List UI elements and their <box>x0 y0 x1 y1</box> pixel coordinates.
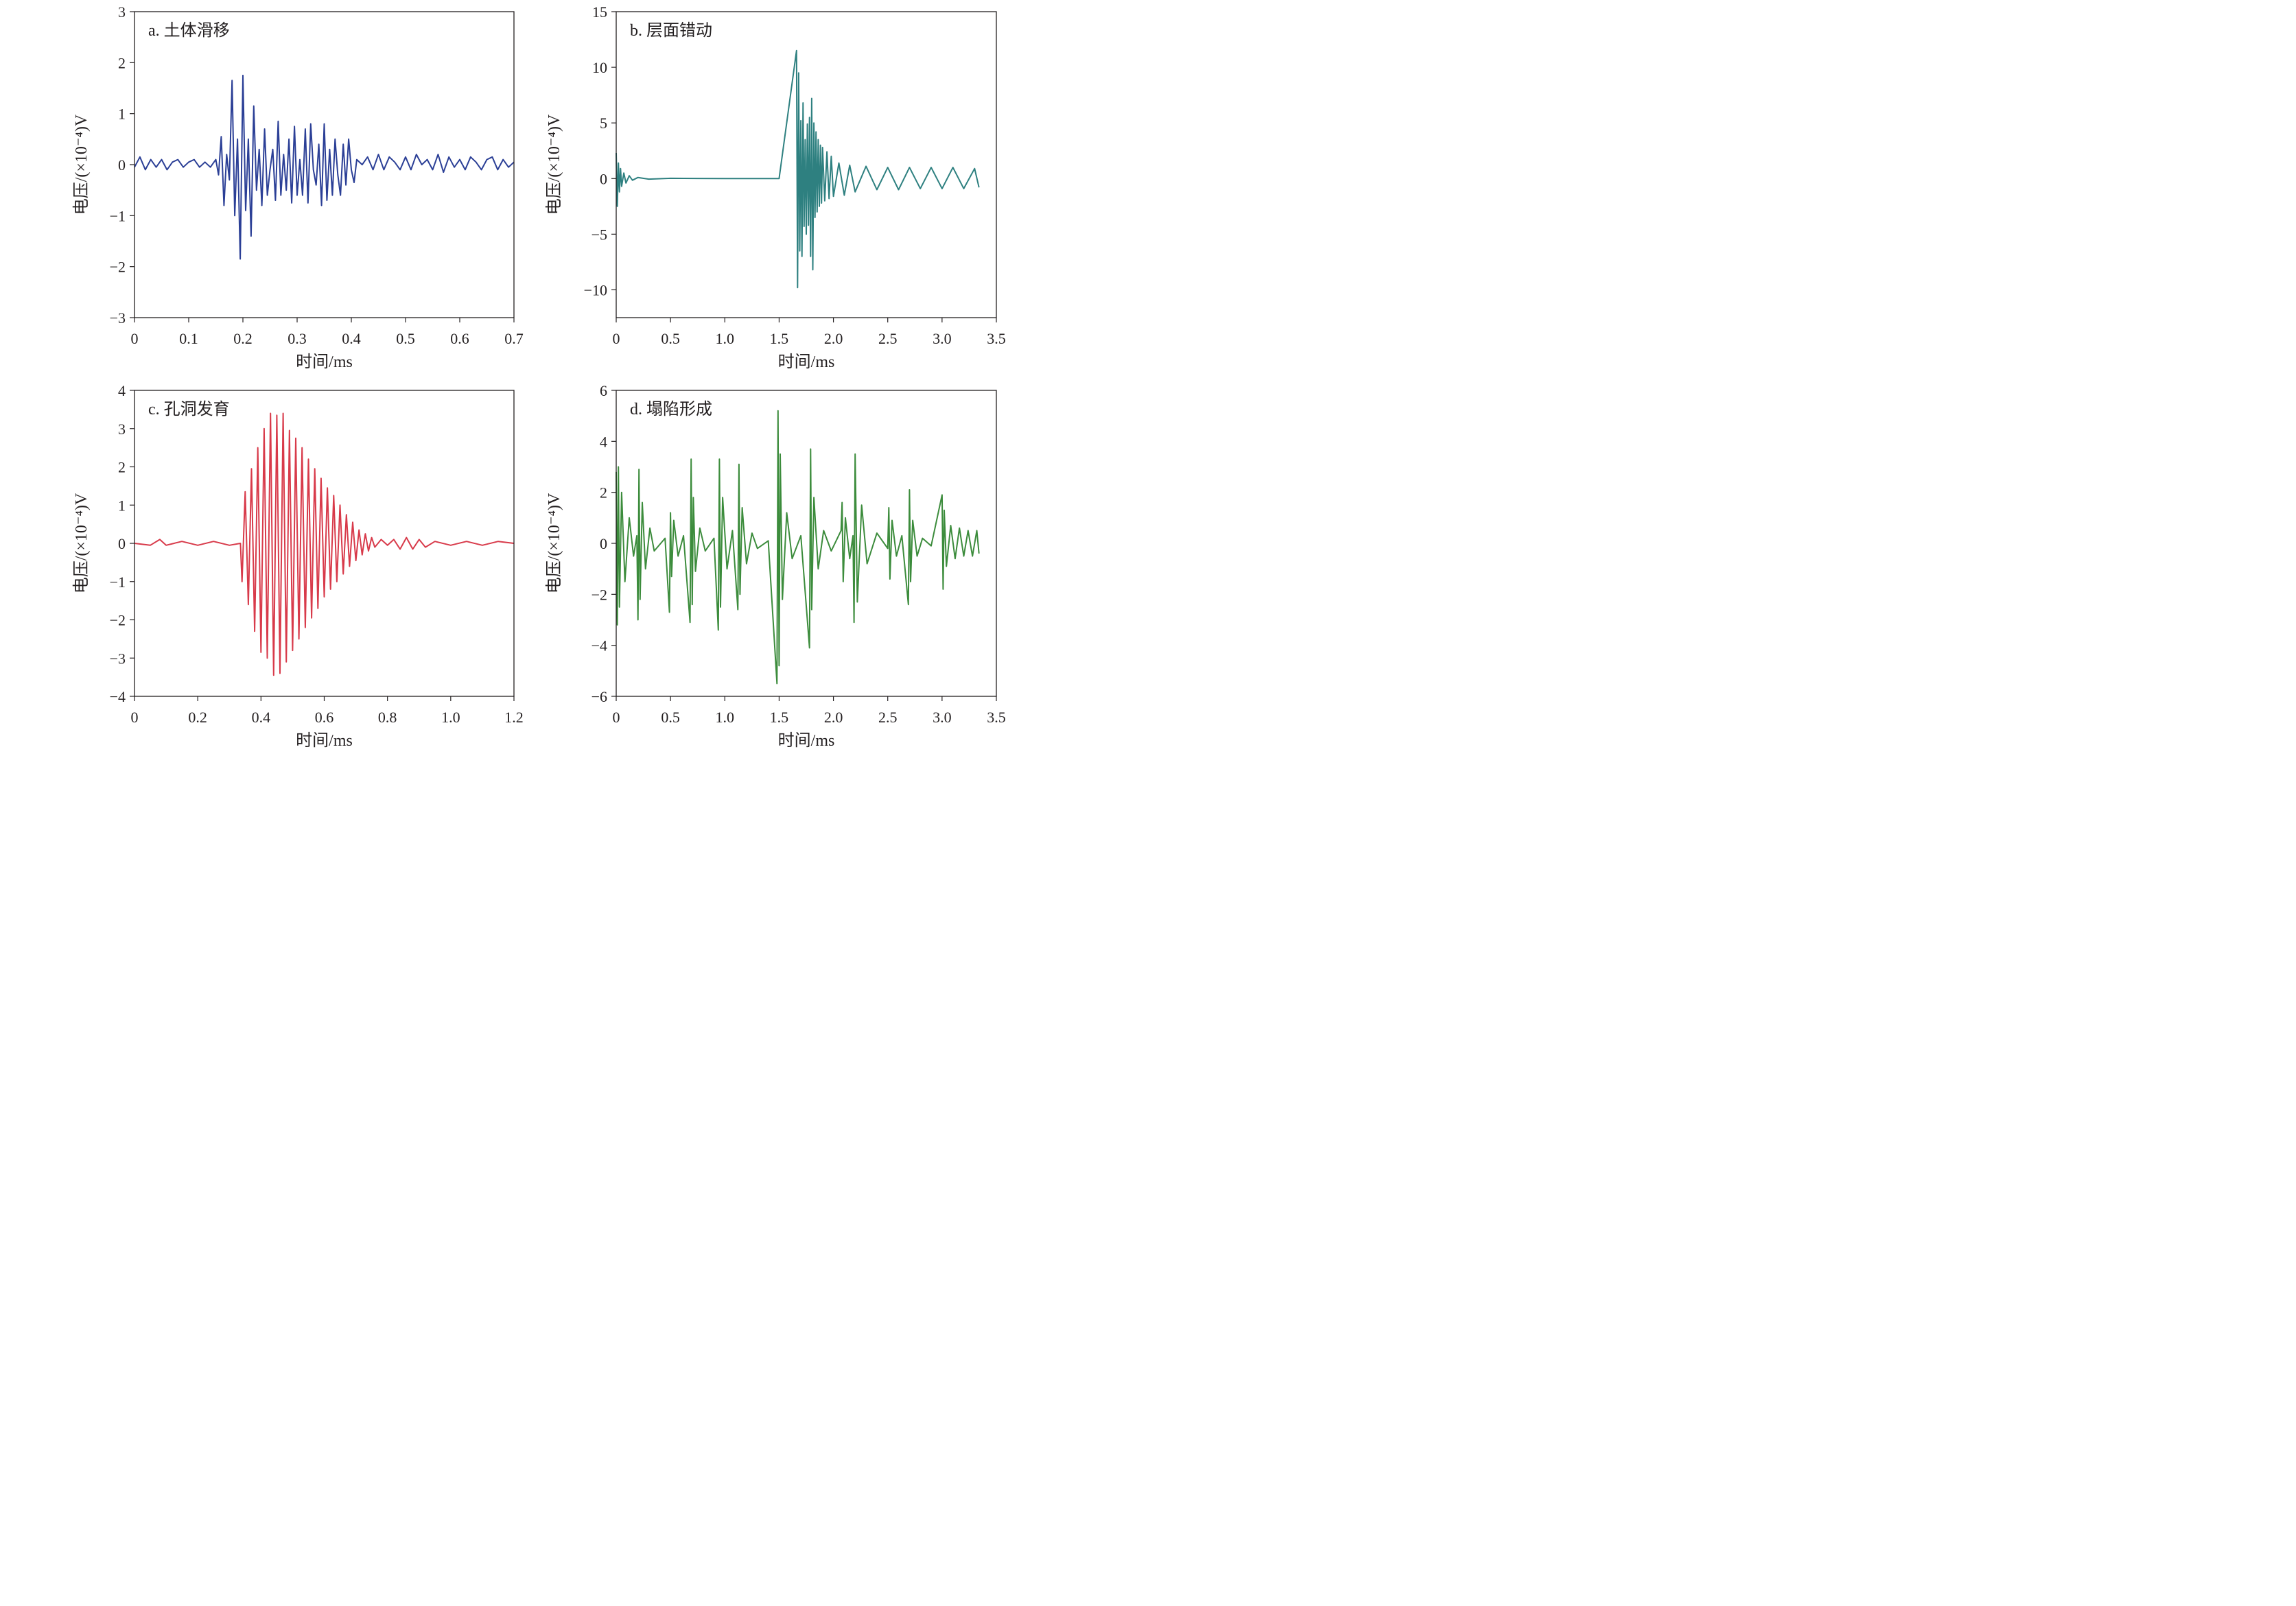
x-tick-label: 0.3 <box>288 330 307 347</box>
x-tick-label: 0.5 <box>396 330 415 347</box>
y-tick-label: 4 <box>118 382 126 399</box>
panel-label: d. 塌陷形成 <box>630 400 712 418</box>
y-tick-label: 0 <box>600 170 607 187</box>
panel-c: 0 0.2 0.4 0.6 0.8 1.0 1.2 −4 −3 −2 −1 0 1 2 3 4 时间/ms 电压/… <box>72 382 524 750</box>
y-tick-label: −6 <box>591 688 607 705</box>
y-tick-label: −1 <box>110 574 126 591</box>
panel-label: c. 孔洞发育 <box>148 400 230 418</box>
y-tick-label: −3 <box>110 650 126 667</box>
y-tick-label: −5 <box>591 226 607 243</box>
y-tick-label: 0 <box>118 535 126 552</box>
x-tick-label: 0.6 <box>315 709 334 726</box>
y-tick-label: 15 <box>592 3 607 21</box>
y-tick-label: 5 <box>600 115 607 132</box>
x-tick-label: 3.0 <box>933 709 952 726</box>
y-axis-title: 电压/(×10⁻⁴)V <box>72 493 91 593</box>
series-line <box>134 74 515 260</box>
panel-label: b. 层面错动 <box>630 21 712 40</box>
x-tick-label: 0.1 <box>179 330 198 347</box>
y-tick-label: 10 <box>592 59 607 76</box>
x-tick-label: 0.8 <box>378 709 397 726</box>
x-axis-title: 时间/ms <box>778 353 835 371</box>
x-tick-label: 3.5 <box>987 330 1006 347</box>
y-axis-title: 电压/(×10⁻⁴)V <box>72 114 91 215</box>
x-axis-title: 时间/ms <box>778 731 835 750</box>
y-tick-label: 1 <box>118 497 126 514</box>
x-tick-label: 0.6 <box>450 330 469 347</box>
y-tick-label: 1 <box>118 106 126 123</box>
series-line <box>134 412 515 676</box>
x-tick-label: 1.0 <box>441 709 460 726</box>
x-tick-label: 0 <box>613 330 620 347</box>
x-tick-label: 1.5 <box>770 709 789 726</box>
y-tick-label: 3 <box>118 421 126 438</box>
y-axis-title: 电压/(×10⁻⁴)V <box>545 114 563 215</box>
x-tick-label: 0.2 <box>188 709 207 726</box>
x-tick-label: 0 <box>131 330 139 347</box>
y-tick-label: −1 <box>110 207 126 224</box>
x-tick-label: 0.5 <box>661 709 680 726</box>
x-tick-label: 1.2 <box>504 709 524 726</box>
y-tick-label: 6 <box>600 382 607 399</box>
x-tick-label: 0.2 <box>233 330 253 347</box>
y-tick-label: 0 <box>600 535 607 552</box>
plot-frame <box>134 11 515 318</box>
y-tick-label: 2 <box>118 54 126 71</box>
y-tick-label: −2 <box>110 612 126 629</box>
x-tick-label: 2.0 <box>824 709 843 726</box>
y-tick-label: −2 <box>591 586 607 603</box>
x-tick-label: 3.5 <box>987 709 1006 726</box>
x-tick-label: 2.5 <box>878 330 898 347</box>
y-tick-label: 4 <box>600 433 607 450</box>
panel-a: 0 0.1 0.2 0.3 0.4 0.5 0.6 0.7 −3 −2 −1 0 1 2 3 时间/ms 电压/… <box>72 3 524 371</box>
x-tick-label: 1.0 <box>716 709 735 726</box>
y-tick-label: −3 <box>110 309 126 327</box>
x-tick-label: 0 <box>131 709 139 726</box>
series-line <box>616 49 980 289</box>
series-line <box>616 410 980 685</box>
y-tick-label: −4 <box>110 688 126 705</box>
y-tick-label: −2 <box>110 259 126 276</box>
x-tick-label: 3.0 <box>933 330 952 347</box>
x-tick-label: 0.7 <box>504 330 524 347</box>
x-tick-label: 2.0 <box>824 330 843 347</box>
y-tick-label: −10 <box>584 281 607 298</box>
y-tick-label: −4 <box>591 637 607 654</box>
x-tick-label: 0.4 <box>252 709 271 726</box>
panel-b: 0 0.5 1.0 1.5 2.0 2.5 3.0 3.5 −10 −5 0 5 10 15 时间/ms 电压… <box>545 3 1006 371</box>
x-tick-label: 2.5 <box>878 709 898 726</box>
x-tick-label: 1.0 <box>716 330 735 347</box>
x-tick-label: 0.4 <box>342 330 361 347</box>
panel-d: 0 0.5 1.0 1.5 2.0 2.5 3.0 3.5 −6 −4 −2 0 2 4 6 时间/ms 电压/… <box>545 382 1006 750</box>
x-tick-label: 0 <box>613 709 620 726</box>
x-tick-label: 0.5 <box>661 330 680 347</box>
y-tick-label: 3 <box>118 3 126 21</box>
y-tick-label: 2 <box>600 484 607 501</box>
panel-label: a. 土体滑移 <box>148 21 230 40</box>
figure: 0 0.1 0.2 0.3 0.4 0.5 0.6 0.7−3−2−10123时间/ms电压/… <box>72 3 1006 750</box>
x-axis-title: 时间/ms <box>296 731 353 750</box>
x-axis-title: 时间/ms <box>296 353 353 371</box>
x-tick-label: 1.5 <box>770 330 789 347</box>
y-tick-label: 2 <box>118 459 126 476</box>
y-tick-label: 0 <box>118 156 126 174</box>
y-axis-title: 电压/(×10⁻⁴)V <box>545 493 563 593</box>
plot-frame <box>616 11 997 318</box>
